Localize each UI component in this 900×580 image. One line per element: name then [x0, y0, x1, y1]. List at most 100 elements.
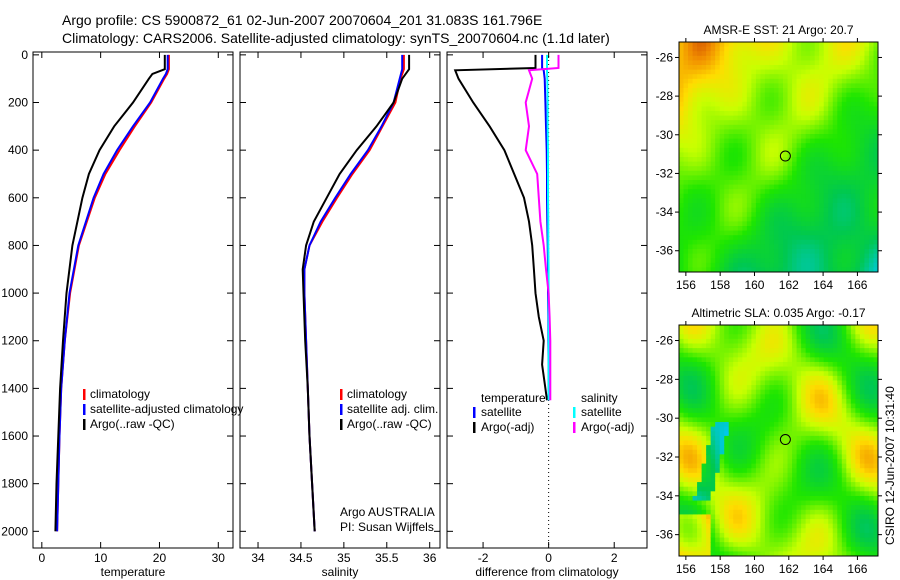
map-cell: [728, 203, 734, 209]
map-cell: [764, 440, 770, 446]
map-cell: [692, 175, 698, 181]
map-cell: [801, 198, 807, 204]
map-cell: [805, 491, 811, 497]
map-cell: [733, 412, 739, 418]
map-cell: [823, 361, 829, 368]
map-cell: [742, 431, 748, 437]
map-cell: [737, 55, 743, 61]
map-cell: [683, 389, 689, 395]
map-cell: [692, 380, 698, 386]
map-cell: [751, 134, 757, 140]
map-cell: [778, 78, 784, 84]
map-cell: [814, 78, 820, 84]
map-cell: [828, 55, 834, 61]
legend-swatch: [83, 404, 86, 415]
map-cell: [819, 134, 825, 140]
map-cell: [769, 267, 775, 273]
map-cell: [828, 115, 834, 121]
map-cell: [683, 88, 689, 94]
map-cell: [783, 147, 789, 153]
map-cell: [859, 542, 865, 548]
map-cell: [819, 46, 825, 52]
map-cell: [715, 212, 721, 218]
map-cell: [773, 143, 779, 149]
map-cell: [715, 408, 721, 414]
map-cell: [755, 537, 761, 543]
map-cell: [796, 230, 802, 236]
map-cell: [846, 134, 852, 140]
map-cell: [859, 198, 865, 204]
map-cell: [706, 120, 712, 126]
map-cell: [688, 193, 694, 199]
map-cell: [819, 262, 825, 268]
map-cell: [715, 454, 721, 460]
map-cell: [769, 147, 775, 153]
map-cell: [810, 203, 816, 209]
map-cell: [760, 249, 766, 255]
map-cell: [823, 152, 829, 158]
map-cell: [737, 371, 743, 377]
map-cell: [828, 417, 834, 423]
map-cell: [841, 338, 847, 344]
map-cell: [801, 491, 807, 497]
map-cell: [733, 193, 739, 199]
map-cell: [688, 235, 694, 241]
map-cell: [805, 83, 811, 89]
map-cell: [724, 244, 730, 250]
y-tick-label: -32: [656, 166, 674, 180]
x-tick-label: 30: [212, 551, 226, 565]
map-cell: [679, 230, 685, 236]
map-cell: [710, 519, 716, 525]
map-cell: [841, 334, 847, 340]
map-cell: [733, 189, 739, 195]
map-cell: [692, 92, 698, 98]
map-cell: [850, 180, 856, 186]
map-cell: [773, 509, 779, 515]
map-cell: [683, 519, 689, 525]
map-cell: [697, 417, 703, 423]
map-cell: [683, 352, 689, 358]
map-cell: [755, 422, 761, 428]
map-cell: [796, 226, 802, 232]
map-cell: [805, 431, 811, 437]
map-cell: [810, 537, 816, 543]
map-cell: [859, 97, 865, 103]
map-cell: [706, 514, 712, 520]
map-cell: [850, 343, 856, 349]
map-cell: [679, 111, 685, 117]
map-cell: [773, 189, 779, 195]
map-cell: [787, 184, 793, 190]
map-cell: [787, 193, 793, 199]
map-cell: [737, 180, 743, 186]
map-cell: [751, 505, 757, 511]
map-cell: [855, 253, 861, 259]
map-cell: [764, 239, 770, 245]
map-cell: [810, 394, 816, 400]
map-cell: [719, 440, 725, 446]
map-cell: [828, 203, 834, 209]
map-cell: [706, 398, 712, 405]
map-cell: [710, 212, 716, 218]
map-cell: [679, 417, 685, 423]
legend-label: satellite: [481, 405, 522, 419]
map-cell: [787, 189, 793, 195]
map-cell: [859, 412, 865, 418]
map-cell: [814, 244, 820, 250]
map-cell: [715, 361, 721, 368]
map-cell: [868, 120, 874, 126]
map-cell: [819, 338, 825, 344]
map-cell: [746, 51, 752, 57]
map-cell: [760, 408, 766, 414]
map-cell: [688, 334, 694, 340]
map-cell: [805, 449, 811, 455]
map-cell: [746, 244, 752, 250]
map-cell: [764, 417, 770, 423]
map-cell: [873, 212, 879, 218]
map-cell: [724, 514, 730, 520]
map-cell: [823, 385, 829, 391]
map-cell: [719, 184, 725, 190]
map-cell: [801, 537, 807, 543]
map-cell: [769, 161, 775, 167]
map-cell: [801, 468, 807, 474]
map-cell: [706, 389, 712, 395]
